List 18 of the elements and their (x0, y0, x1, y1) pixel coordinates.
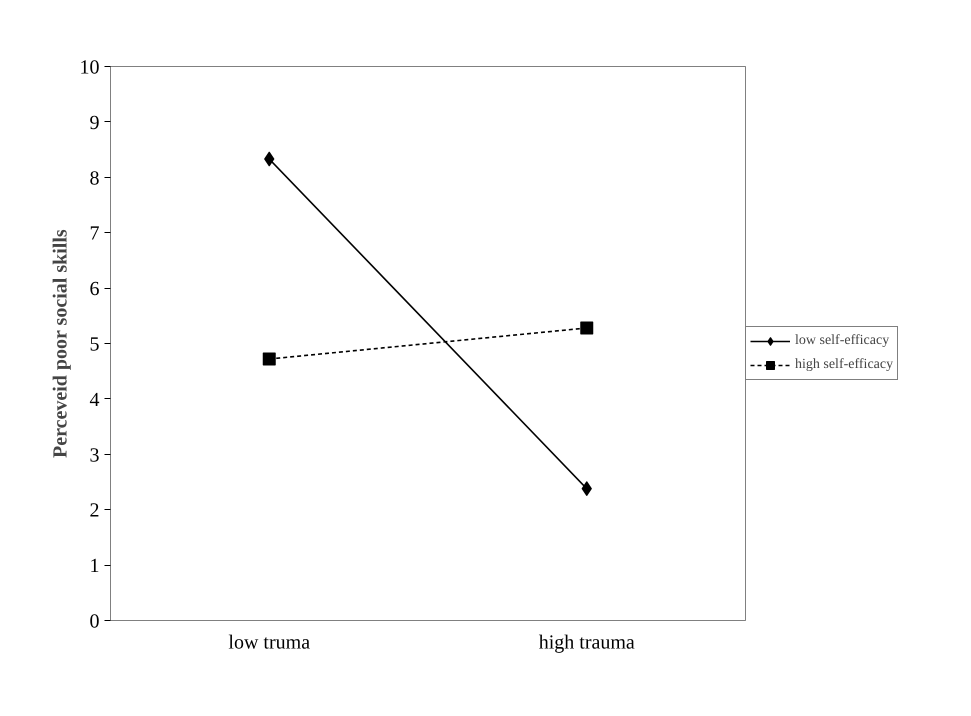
y-tick-label: 7 (90, 222, 100, 245)
y-tick-label: 1 (90, 555, 100, 578)
y-axis-title: Perceveid poor social skills (50, 229, 72, 458)
x-tick-label: high trauma (538, 632, 635, 654)
legend-label: high self-efficacy (795, 357, 894, 373)
x-tick-label: low truma (228, 632, 310, 654)
y-tick-label: 10 (80, 56, 100, 78)
point (580, 321, 594, 334)
y-tick-label: 5 (90, 334, 100, 356)
point (262, 352, 276, 366)
y-tick-label: 3 (90, 444, 100, 466)
y-tick-label: 0 (90, 610, 100, 632)
y-tick-label: 2 (90, 500, 100, 522)
legend-label: low self-efficacy (795, 333, 890, 349)
y-tick-label: 9 (90, 112, 100, 134)
y-tick-label: 6 (90, 278, 100, 300)
y-tick-label: 8 (90, 167, 100, 190)
y-tick-label: 4 (90, 388, 100, 411)
